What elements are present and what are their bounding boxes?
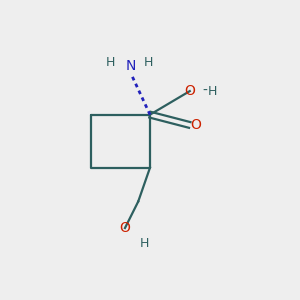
Text: O: O (190, 118, 202, 132)
Text: H: H (207, 85, 217, 98)
Text: N: N (126, 59, 136, 73)
Text: O: O (184, 84, 195, 98)
Text: H: H (140, 237, 149, 250)
Text: -: - (202, 84, 207, 98)
Text: H: H (106, 56, 115, 69)
Text: O: O (119, 221, 130, 235)
Text: H: H (144, 56, 153, 69)
